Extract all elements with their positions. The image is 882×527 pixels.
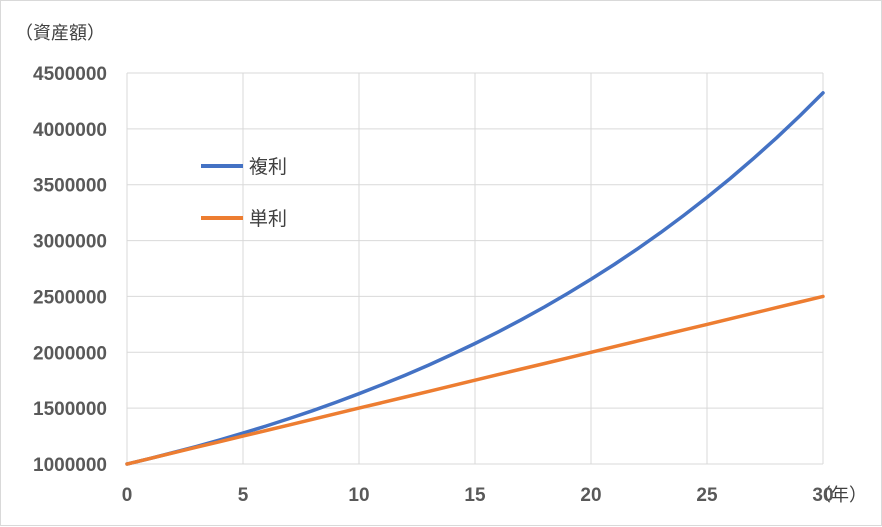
x-tick-label: 20 bbox=[580, 485, 601, 506]
y-tick-label: 4500000 bbox=[33, 64, 107, 85]
y-tick-label: 1000000 bbox=[33, 455, 107, 476]
x-axis-label: （年） bbox=[813, 485, 867, 506]
y-tick-label: 4000000 bbox=[33, 120, 107, 141]
grid bbox=[126, 72, 824, 465]
x-tick-label: 0 bbox=[122, 485, 133, 506]
series-line-simple bbox=[125, 294, 825, 466]
y-axis-label: （資産額） bbox=[15, 23, 105, 44]
y-tick-label: 2500000 bbox=[33, 287, 107, 308]
x-tick-label: 30 bbox=[812, 485, 833, 506]
legend-label-compound: 複利 bbox=[249, 156, 287, 178]
y-tick-label: 1500000 bbox=[33, 399, 107, 420]
x-tick-label: 15 bbox=[464, 485, 486, 506]
x-tick-label: 10 bbox=[348, 485, 369, 506]
x-tick-label: 5 bbox=[238, 485, 249, 506]
legend-label-simple: 単利 bbox=[249, 208, 287, 230]
y-tick-label: 3500000 bbox=[33, 176, 107, 197]
series-lines bbox=[125, 91, 825, 466]
legend: 複利 単利 bbox=[201, 156, 287, 230]
y-tick-label: 2000000 bbox=[33, 343, 107, 364]
series-line-compound bbox=[125, 91, 825, 466]
y-tick-labels: 1000000 1500000 2000000 2500000 3000000 35000… bbox=[33, 64, 107, 476]
y-tick-label: 3000000 bbox=[33, 232, 107, 253]
x-tick-label: 25 bbox=[696, 485, 718, 506]
x-tick-labels: 0 5 10 15 20 25 30 bbox=[122, 485, 834, 506]
